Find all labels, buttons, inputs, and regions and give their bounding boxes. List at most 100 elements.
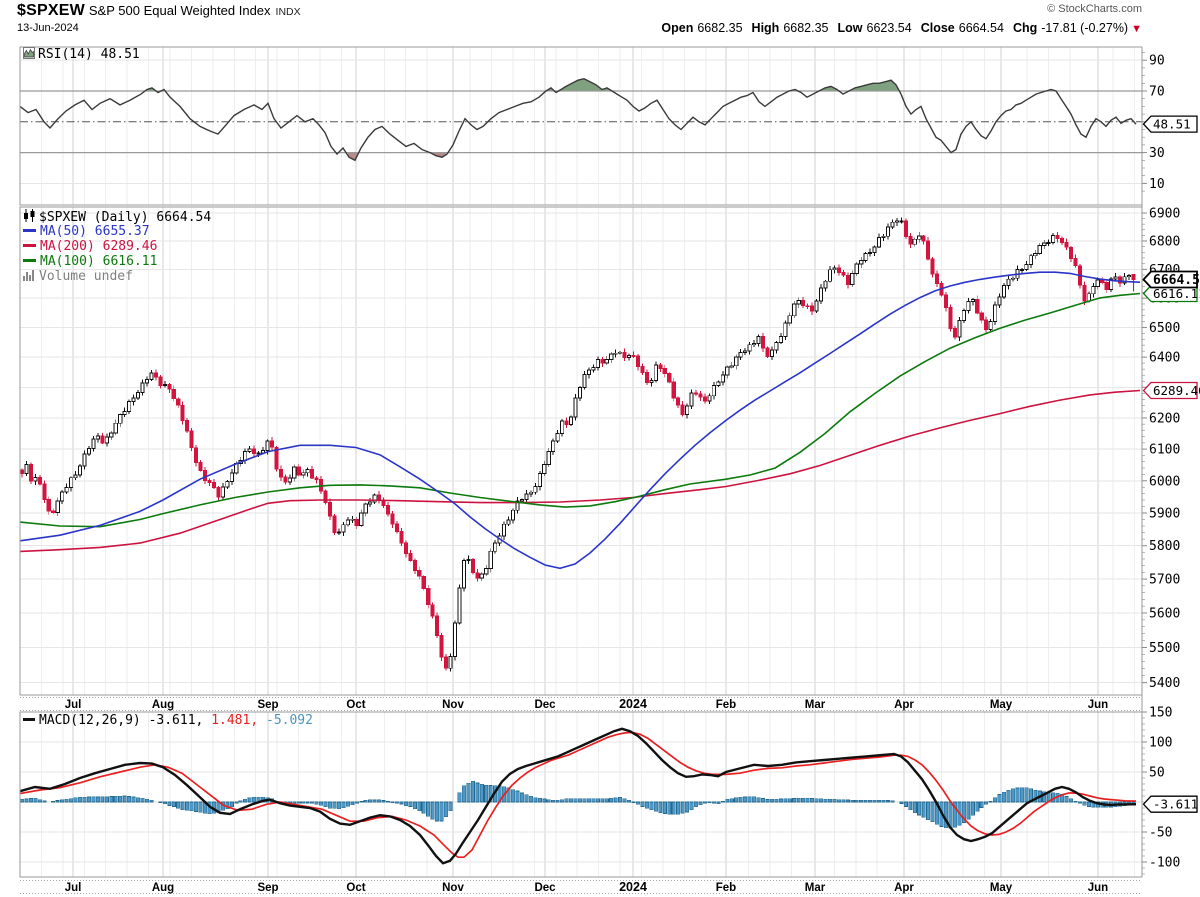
chg-value: -17.81 (-0.27%) xyxy=(1041,21,1129,35)
svg-text:-50: -50 xyxy=(1149,826,1172,841)
svg-text:48.51: 48.51 xyxy=(1153,116,1191,131)
x-axis-labels: Jul Aug Sep Oct Nov Dec 2024 Feb Mar Apr May Jun Jul… xyxy=(20,697,1142,894)
svg-text:Dec: Dec xyxy=(534,882,556,894)
down-triangle-icon: ▼ xyxy=(1131,23,1142,35)
svg-text:6200: 6200 xyxy=(1149,411,1180,426)
svg-text:5600: 5600 xyxy=(1149,606,1180,621)
close-label: Close xyxy=(920,21,955,35)
rsi-value-callout xyxy=(1142,115,1198,133)
svg-text:Feb: Feb xyxy=(716,882,736,894)
ma50-swatch-icon xyxy=(23,229,36,232)
ma200-value-callout xyxy=(1142,381,1198,400)
rsi-legend-label: RSI(14) 48.51 xyxy=(38,47,140,62)
close-value: 6664.54 xyxy=(958,21,1004,35)
symbol-title: $SPXEW xyxy=(17,2,85,19)
svg-text:Sep: Sep xyxy=(257,699,278,711)
svg-text:Apr: Apr xyxy=(894,882,914,894)
svg-text:50: 50 xyxy=(1149,766,1165,781)
ma200-legend-row: MA(200) 6289.46 xyxy=(23,239,211,254)
svg-text:6500: 6500 xyxy=(1149,321,1180,336)
symbol-name: S&P 500 Equal Weighted Index xyxy=(88,3,271,18)
candlesticks xyxy=(19,217,1136,672)
low-label: Low xyxy=(837,21,863,35)
svg-text:70: 70 xyxy=(1149,85,1165,100)
svg-text:Nov: Nov xyxy=(442,699,464,711)
svg-text:6800: 6800 xyxy=(1149,234,1180,249)
svg-text:6616.11: 6616.11 xyxy=(1153,286,1200,301)
svg-text:Oct: Oct xyxy=(346,699,365,711)
macd-legend: MACD(12,26,9) -3.611, 1.481, -5.092 xyxy=(23,713,313,728)
macd-panel xyxy=(19,727,1137,865)
ma100-legend-label: MA(100) 6616.11 xyxy=(40,254,158,269)
svg-text:5800: 5800 xyxy=(1149,539,1180,554)
volume-legend-row: Volume undef xyxy=(23,269,211,284)
svg-text:6289.46: 6289.46 xyxy=(1153,383,1200,398)
macd-line xyxy=(19,727,1137,865)
chart-header: $SPXEW S&P 500 Equal Weighted Index INDX 1… xyxy=(17,2,301,34)
ma200-legend-label: MA(200) 6289.46 xyxy=(40,239,158,254)
svg-text:May: May xyxy=(990,699,1013,711)
value-callouts: 48.51 6616.11 6289.46 6664.54 -3.611 xyxy=(1142,115,1200,813)
svg-text:5400: 5400 xyxy=(1149,676,1180,691)
svg-text:Dec: Dec xyxy=(534,699,556,711)
price-panel xyxy=(19,217,1141,672)
svg-text:100: 100 xyxy=(1149,736,1172,751)
macd-value-callout xyxy=(1142,795,1198,813)
svg-text:10: 10 xyxy=(1149,177,1165,192)
y-axis: 9070301069006800670066006500640063006200… xyxy=(1141,47,1180,877)
macd-legend-label: MACD(12,26,9) xyxy=(39,713,141,728)
ohlc-quote-row: Open 6682.35 High 6682.35 Low 6623.54 Close 666… xyxy=(661,21,1142,35)
ma200-swatch-icon xyxy=(23,244,36,247)
svg-text:6000: 6000 xyxy=(1149,474,1180,489)
svg-text:Jul: Jul xyxy=(65,882,82,894)
svg-text:5900: 5900 xyxy=(1149,506,1180,521)
svg-text:Aug: Aug xyxy=(152,699,174,711)
open-label: Open xyxy=(661,21,694,35)
svg-text:Aug: Aug xyxy=(152,882,174,894)
ma50-line xyxy=(19,271,1141,570)
stockcharts-copyright-link[interactable]: © StockCharts.com xyxy=(1047,3,1142,15)
price-legend: $SPXEW (Daily) 6664.54 MA(50) 6655.37 MA… xyxy=(23,209,211,284)
svg-text:May: May xyxy=(990,882,1013,894)
rsi-line xyxy=(19,77,1137,162)
gridlines xyxy=(20,47,1142,877)
panel-borders xyxy=(19,46,1143,878)
svg-text:Oct: Oct xyxy=(346,882,365,894)
svg-text:2024: 2024 xyxy=(619,880,647,894)
open-value: 6682.35 xyxy=(697,21,743,35)
ma100-line xyxy=(19,292,1141,528)
svg-text:Sep: Sep xyxy=(257,882,278,894)
close-value-callout xyxy=(1142,270,1198,289)
svg-text:5700: 5700 xyxy=(1149,573,1180,588)
macd-histogram xyxy=(19,781,1136,829)
volume-bars-icon xyxy=(23,270,34,281)
ma200-line xyxy=(19,389,1141,553)
svg-text:6900: 6900 xyxy=(1149,207,1180,222)
price-legend-symbol-row: $SPXEW (Daily) 6664.54 xyxy=(23,209,212,225)
macd-signal-line xyxy=(19,731,1137,859)
rsi-area-icon xyxy=(23,47,35,59)
svg-text:Jul: Jul xyxy=(65,699,82,711)
svg-text:6664.54: 6664.54 xyxy=(1153,273,1200,288)
svg-text:Jun: Jun xyxy=(1088,699,1108,711)
svg-text:2024: 2024 xyxy=(619,697,647,711)
ma50-legend-label: MA(50) 6655.37 xyxy=(40,224,150,239)
chart-date: 13-Jun-2024 xyxy=(17,22,79,34)
macd-value: -3.611, xyxy=(140,713,204,728)
ma50-legend-row: MA(50) 6655.37 xyxy=(23,224,211,239)
macd-histogram-value: -5.092 xyxy=(258,713,313,728)
rsi-legend: RSI(14) 48.51 xyxy=(23,47,140,62)
ma100-swatch-icon xyxy=(23,259,36,262)
svg-text:Mar: Mar xyxy=(805,882,826,894)
svg-text:-3.611: -3.611 xyxy=(1153,797,1198,812)
svg-text:Apr: Apr xyxy=(894,699,914,711)
low-value: 6623.54 xyxy=(866,21,912,35)
macd-line-icon xyxy=(23,718,35,721)
svg-text:6400: 6400 xyxy=(1149,351,1180,366)
price-legend-label: $SPXEW (Daily) 6664.54 xyxy=(39,210,212,225)
svg-text:90: 90 xyxy=(1149,54,1165,69)
svg-text:6100: 6100 xyxy=(1149,443,1180,458)
svg-text:Mar: Mar xyxy=(805,699,826,711)
symbol-exchange: INDX xyxy=(275,6,301,18)
